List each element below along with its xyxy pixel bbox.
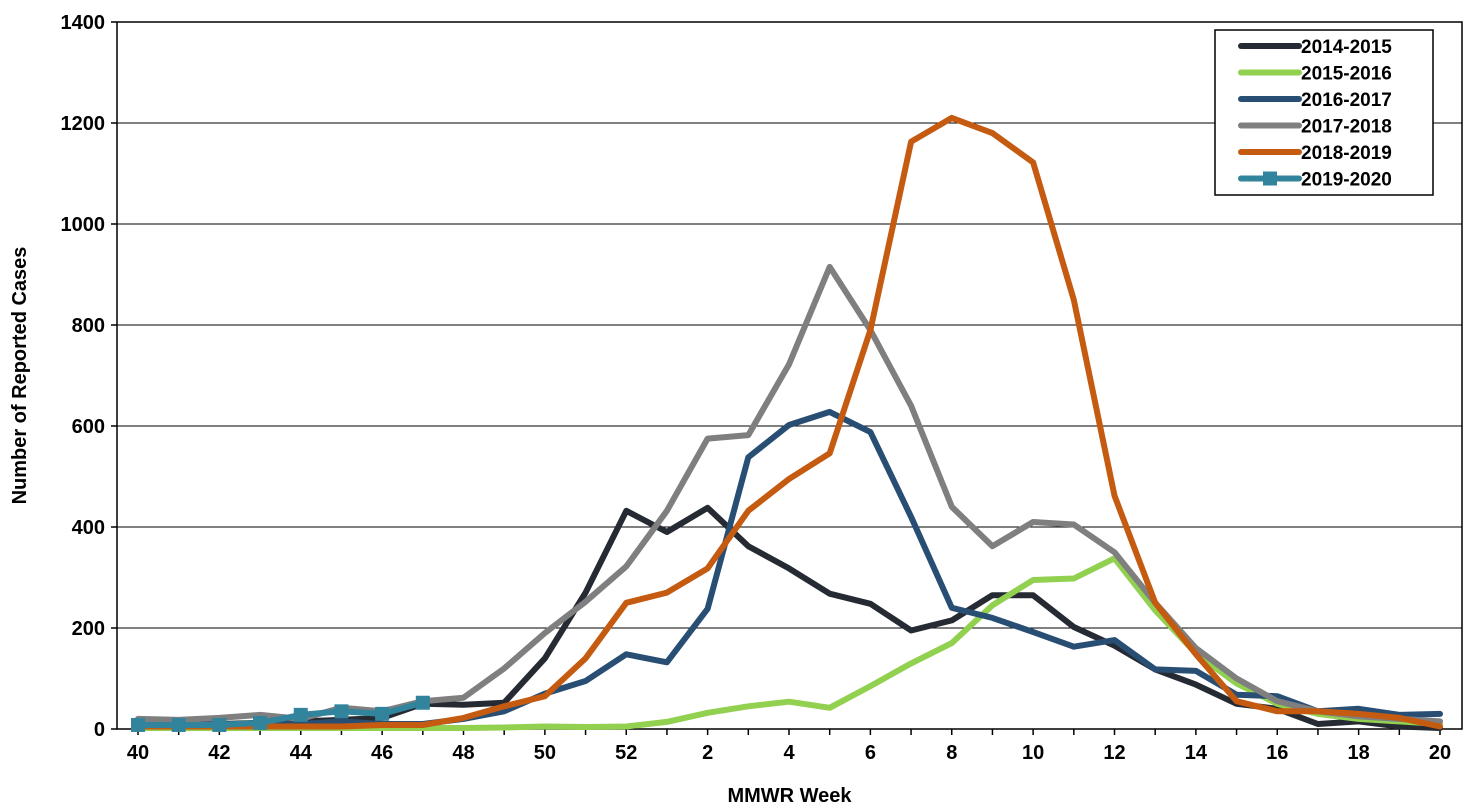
y-axis-title: Number of Reported Cases <box>9 247 31 505</box>
x-axis-tick-labels: 40 42 44 46 48 50 52 2 4 6 8 10 12 14 16 18 20 <box>127 742 1451 764</box>
x-axis-title: MMWR Week <box>727 785 852 807</box>
data-point-marker <box>293 707 308 722</box>
x-tick-label: 50 <box>534 742 556 764</box>
x-tick-label: 48 <box>452 742 474 764</box>
x-tick-label: 14 <box>1185 742 1208 764</box>
x-tick-label: 8 <box>946 742 957 764</box>
x-tick-label: 20 <box>1429 742 1451 764</box>
legend-item: 2014-2015 <box>1238 37 1392 58</box>
x-tick-label: 18 <box>1348 742 1370 764</box>
legend-marker <box>1263 171 1277 186</box>
data-point-marker <box>212 717 227 732</box>
x-tick-label: 44 <box>290 742 313 764</box>
x-tick-label: 6 <box>865 742 876 764</box>
legend-label: 2018-2019 <box>1301 143 1392 164</box>
y-tick-label: 1200 <box>61 113 106 135</box>
y-tick-label: 600 <box>72 416 105 438</box>
data-point-marker <box>415 695 430 710</box>
x-tick-label: 4 <box>783 742 795 764</box>
data-point-marker <box>375 706 390 721</box>
data-point-marker <box>253 715 268 730</box>
data-point-marker <box>334 704 349 719</box>
y-tick-label: 1400 <box>61 12 106 34</box>
series-line <box>135 114 1443 730</box>
legend-label: 2015-2016 <box>1301 64 1392 85</box>
series-2014-2015 <box>135 504 1443 731</box>
legend-item: 2017-2018 <box>1238 117 1392 138</box>
legend-label: 2014-2015 <box>1301 37 1392 58</box>
x-tick-label: 40 <box>127 742 149 764</box>
x-tick-label: 12 <box>1103 742 1125 764</box>
plot-area-frame <box>116 21 1463 730</box>
y-tick-label: 400 <box>72 517 105 539</box>
legend-item: 2018-2019 <box>1238 143 1392 164</box>
data-point-marker <box>171 717 186 732</box>
y-tick-label: 800 <box>72 315 105 337</box>
legend-label: 2017-2018 <box>1301 117 1392 138</box>
series-line <box>135 504 1443 731</box>
legend-label: 2019-2020 <box>1301 170 1392 191</box>
x-tick-label: 16 <box>1266 742 1288 764</box>
series-2017-2018 <box>135 263 1443 725</box>
y-tick-label: 1000 <box>61 214 106 236</box>
legend-label: 2016-2017 <box>1301 90 1392 111</box>
data-point-marker <box>131 717 145 732</box>
series-line <box>135 263 1443 725</box>
x-tick-label: 46 <box>371 742 393 764</box>
series-2019-2020 <box>131 695 430 732</box>
legend: 2014-2015 2015-2016 2016-2017 2017-2018 2018… <box>1214 29 1434 196</box>
y-tick-label: 200 <box>72 618 105 640</box>
series-lines <box>131 114 1443 732</box>
legend-item: 2015-2016 <box>1238 64 1392 85</box>
x-tick-label: 2 <box>702 742 713 764</box>
x-tick-label: 52 <box>615 742 637 764</box>
y-axis-tick-labels: 0 200 400 600 800 1000 1200 1400 <box>61 12 106 741</box>
y-tick-label: 0 <box>94 719 105 741</box>
legend-box <box>1214 29 1434 196</box>
x-tick-label: 10 <box>1022 742 1044 764</box>
series-2018-2019 <box>135 114 1443 730</box>
legend-item: 2019-2020 <box>1238 170 1392 191</box>
x-tick-label: 42 <box>208 742 230 764</box>
legend-item: 2016-2017 <box>1238 90 1392 111</box>
